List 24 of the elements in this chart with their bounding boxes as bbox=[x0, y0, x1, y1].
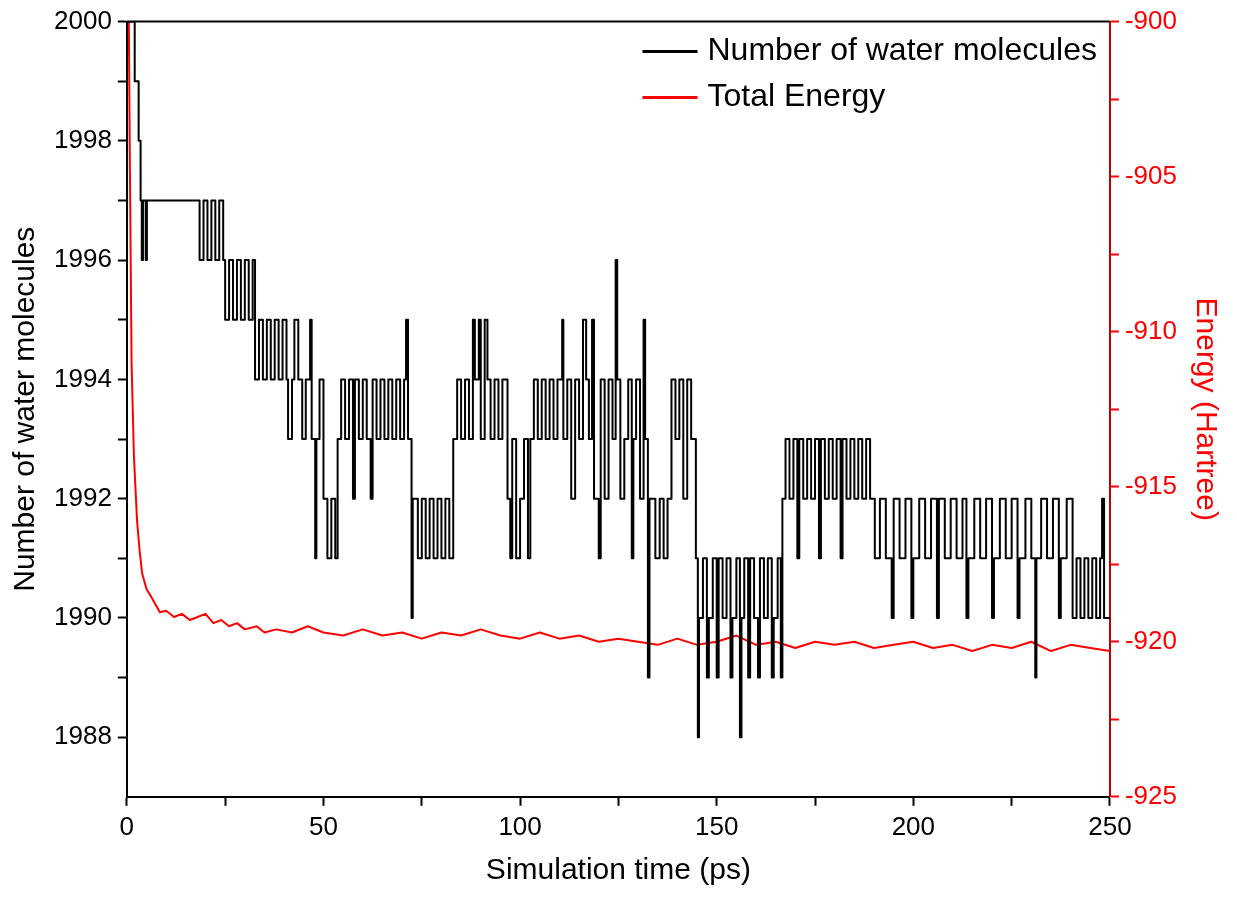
y-tick-label: 1996 bbox=[54, 243, 112, 274]
y2-tick-label: -920 bbox=[1124, 624, 1178, 655]
y-tick-label: 1988 bbox=[54, 720, 112, 751]
y2-axis-title: Energy (Hartree) bbox=[1190, 297, 1224, 521]
y2-tick-label: -900 bbox=[1124, 4, 1178, 35]
x-tick-label: 250 bbox=[1088, 810, 1132, 841]
y2-tick-label: -925 bbox=[1124, 779, 1178, 810]
y2-tick-label: -910 bbox=[1124, 314, 1178, 345]
y2-tick-label: -905 bbox=[1124, 159, 1178, 190]
x-tick-label: 50 bbox=[309, 810, 338, 841]
x-tick-label: 0 bbox=[119, 810, 135, 841]
legend-label: Total Energy bbox=[707, 77, 886, 114]
x-tick-label: 150 bbox=[695, 810, 739, 841]
y-tick-label: 1994 bbox=[54, 362, 112, 393]
y2-tick-label: -915 bbox=[1124, 469, 1178, 500]
y-tick-label: 1992 bbox=[54, 481, 112, 512]
x-axis-title: Simulation time (ps) bbox=[485, 852, 751, 886]
y-tick-label: 2000 bbox=[54, 4, 112, 35]
y-axis-title: Number of water molecules bbox=[7, 226, 41, 592]
y-tick-label: 1998 bbox=[54, 124, 112, 155]
x-tick-label: 100 bbox=[498, 810, 542, 841]
y-tick-label: 1990 bbox=[54, 601, 112, 632]
x-tick-label: 200 bbox=[891, 810, 936, 841]
legend-label: Number of water molecules bbox=[707, 31, 1097, 68]
